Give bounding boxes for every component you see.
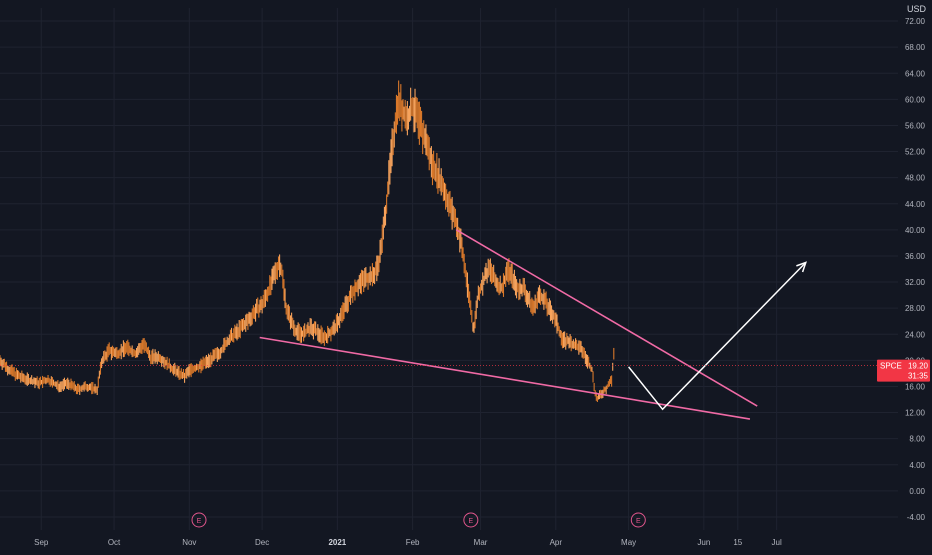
y-tick-label: 60.00: [905, 95, 926, 104]
y-tick-label: 16.00: [905, 382, 926, 391]
x-tick-label: Feb: [406, 538, 420, 547]
y-tick-label: 8.00: [909, 435, 925, 444]
y-tick-label: 56.00: [905, 121, 926, 130]
y-tick-label: -4.00: [907, 513, 926, 522]
projection-path: [628, 261, 807, 411]
earnings-marker-label: E: [469, 518, 474, 525]
y-tick-label: 4.00: [909, 461, 925, 470]
x-tick-label: 15: [733, 538, 742, 547]
falling-wedge-upper: [455, 229, 758, 407]
x-tick-label: 2021: [328, 538, 346, 547]
x-tick-label: Jun: [697, 538, 710, 547]
x-tick-label: May: [621, 538, 636, 547]
falling-wedge-lower: [259, 336, 751, 420]
earnings-marker-label: E: [197, 518, 202, 525]
x-tick-label: Mar: [474, 538, 488, 547]
y-tick-label: 36.00: [905, 252, 926, 261]
y-tick-label: 68.00: [905, 43, 926, 52]
y-tick-label: 44.00: [905, 200, 926, 209]
earnings-marker: [630, 512, 646, 528]
earnings-marker-label: E: [636, 518, 641, 525]
x-tick-label: Apr: [550, 538, 563, 547]
x-tick-label: Oct: [108, 538, 121, 547]
y-tick-label: 64.00: [905, 69, 926, 78]
earnings-marker: [191, 512, 207, 528]
y-tick-label: 0.00: [909, 487, 925, 496]
price-badge-countdown: 31:35: [908, 372, 929, 381]
y-tick-label: 24.00: [905, 330, 926, 339]
y-tick-label: 28.00: [905, 304, 926, 313]
price-badge-ticker: SPCE: [880, 362, 902, 371]
y-tick-label: 40.00: [905, 226, 926, 235]
price-badge-value: 19.20: [908, 362, 929, 371]
currency-label: USD: [906, 4, 926, 14]
earnings-marker: [463, 512, 479, 528]
x-tick-label: Jul: [772, 538, 782, 547]
projection-arrowhead: [796, 261, 807, 273]
y-tick-label: 12.00: [905, 409, 926, 418]
price-badge: [877, 359, 930, 382]
y-tick-label: 32.00: [905, 278, 926, 287]
x-tick-label: Dec: [255, 538, 269, 547]
y-tick-label: 72.00: [905, 17, 926, 26]
y-tick-label: 52.00: [905, 148, 926, 157]
y-tick-label: 48.00: [905, 174, 926, 183]
x-tick-label: Sep: [34, 538, 49, 547]
x-tick-label: Nov: [182, 538, 196, 547]
